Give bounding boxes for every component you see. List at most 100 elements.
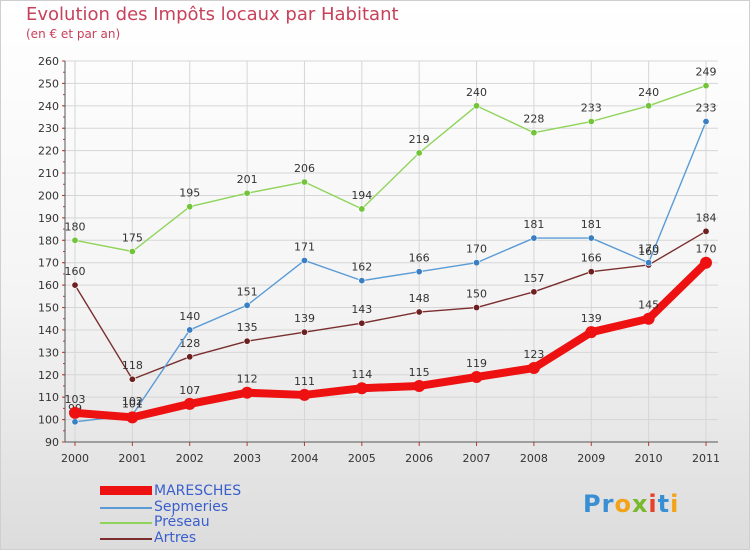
data-label-maresches-2007: 119 xyxy=(466,357,487,370)
data-point-preseau-2008 xyxy=(530,129,538,137)
data-label-preseau-2007: 240 xyxy=(466,86,487,99)
ytick-label-210: 210 xyxy=(38,167,59,180)
xtick-label-2007: 2007 xyxy=(463,452,491,465)
data-point-maresches-2003 xyxy=(241,386,254,399)
data-label-sepmeries-2002: 140 xyxy=(179,310,200,323)
data-point-preseau-2006 xyxy=(415,149,423,157)
legend-swatch-preseau xyxy=(100,522,152,524)
data-label-artres-2009: 166 xyxy=(581,252,602,265)
ytick-label-180: 180 xyxy=(38,234,59,247)
legend-swatch-sepmeries xyxy=(100,506,152,509)
data-point-maresches-2006 xyxy=(413,379,426,392)
data-point-sepmeries-2008 xyxy=(530,234,538,242)
ytick-label-90: 90 xyxy=(45,436,59,449)
data-label-artres-2001: 118 xyxy=(122,359,143,372)
series-line-sepmeries xyxy=(74,120,707,423)
data-label-preseau-2003: 201 xyxy=(237,173,258,186)
data-point-artres-2009 xyxy=(587,268,595,276)
data-point-preseau-2010 xyxy=(645,102,653,110)
ytick-label-230: 230 xyxy=(38,122,59,135)
legend-label-maresches: MARESCHES xyxy=(154,483,242,499)
data-point-artres-2000 xyxy=(71,281,79,289)
data-label-sepmeries-2011: 233 xyxy=(696,102,717,115)
data-label-sepmeries-2006: 166 xyxy=(409,252,430,265)
data-point-sepmeries-2009 xyxy=(587,234,595,242)
ytick-label-100: 100 xyxy=(38,414,59,427)
data-point-artres-2004 xyxy=(300,328,308,336)
data-label-artres-2005: 143 xyxy=(351,303,372,316)
xtick-label-2009: 2009 xyxy=(577,452,605,465)
xtick-label-2003: 2003 xyxy=(233,452,261,465)
data-point-preseau-2005 xyxy=(358,205,366,213)
legend-label-sepmeries: Sepmeries xyxy=(154,498,229,515)
data-label-maresches-2008: 123 xyxy=(523,348,544,361)
xtick-label-2008: 2008 xyxy=(520,452,548,465)
data-point-preseau-2011 xyxy=(702,82,710,90)
data-point-sepmeries-2004 xyxy=(300,256,308,264)
data-point-preseau-2009 xyxy=(587,118,595,126)
data-label-maresches-2004: 111 xyxy=(294,375,315,388)
data-label-sepmeries-2003: 151 xyxy=(237,285,258,298)
data-label-sepmeries-2008: 181 xyxy=(523,218,544,231)
ytick-label-170: 170 xyxy=(38,257,59,270)
xtick-label-2006: 2006 xyxy=(405,452,433,465)
data-point-preseau-2000 xyxy=(71,236,79,244)
data-label-maresches-2010: 145 xyxy=(638,299,659,312)
data-label-sepmeries-2004: 171 xyxy=(294,240,315,253)
chart-subtitle: (en € et par an) xyxy=(26,27,121,41)
data-point-artres-2007 xyxy=(473,304,481,312)
ytick-label-220: 220 xyxy=(38,145,59,158)
ytick-label-150: 150 xyxy=(38,302,59,315)
proxiti-logo: Proxiti xyxy=(583,490,680,518)
data-label-preseau-2011: 249 xyxy=(696,66,717,79)
chart-title: Evolution des Impôts locaux par Habitant xyxy=(26,4,399,25)
data-label-artres-2007: 150 xyxy=(466,288,487,301)
legend-swatch-artres xyxy=(100,537,152,540)
data-point-sepmeries-2007 xyxy=(473,259,481,267)
data-label-artres-2003: 135 xyxy=(237,321,258,334)
data-point-preseau-2002 xyxy=(186,203,194,211)
xtick-label-2002: 2002 xyxy=(176,452,204,465)
data-label-artres-2004: 139 xyxy=(294,312,315,325)
data-label-maresches-2002: 107 xyxy=(179,384,200,397)
data-label-artres-2008: 157 xyxy=(523,272,544,285)
data-point-maresches-2001 xyxy=(126,411,139,424)
data-label-preseau-2009: 233 xyxy=(581,102,602,115)
data-label-sepmeries-2007: 170 xyxy=(466,243,487,256)
data-point-preseau-2004 xyxy=(300,178,308,186)
data-label-maresches-2000: 103 xyxy=(65,393,86,406)
data-label-maresches-2003: 112 xyxy=(237,373,258,386)
data-point-maresches-2004 xyxy=(298,388,311,401)
ytick-label-250: 250 xyxy=(38,77,59,90)
data-label-artres-2011: 184 xyxy=(696,211,717,224)
data-point-maresches-2005 xyxy=(355,382,368,395)
data-label-artres-2006: 148 xyxy=(409,292,430,305)
data-label-sepmeries-2001: 102 xyxy=(122,395,143,408)
data-point-sepmeries-2011 xyxy=(702,118,710,126)
data-label-maresches-2009: 139 xyxy=(581,312,602,325)
xtick-label-2010: 2010 xyxy=(635,452,663,465)
data-point-preseau-2001 xyxy=(128,248,136,256)
data-label-preseau-2001: 175 xyxy=(122,232,143,245)
xtick-label-2011: 2011 xyxy=(692,452,720,465)
data-point-maresches-2010 xyxy=(642,312,655,325)
data-label-preseau-2004: 206 xyxy=(294,162,315,175)
data-label-preseau-2006: 219 xyxy=(409,133,430,146)
data-label-preseau-2002: 195 xyxy=(179,187,200,200)
data-label-sepmeries-2010: 170 xyxy=(638,243,659,256)
data-point-artres-2005 xyxy=(358,319,366,327)
data-point-sepmeries-2003 xyxy=(243,301,251,309)
data-point-maresches-2007 xyxy=(470,371,483,384)
ytick-label-240: 240 xyxy=(38,100,59,113)
ytick-label-110: 110 xyxy=(38,391,59,404)
data-point-artres-2011 xyxy=(702,227,710,235)
data-point-maresches-2011 xyxy=(700,256,712,269)
data-label-maresches-2001: 101 xyxy=(122,397,143,410)
data-label-artres-2002: 128 xyxy=(179,337,200,350)
data-label-preseau-2010: 240 xyxy=(638,86,659,99)
data-label-sepmeries-2009: 181 xyxy=(581,218,602,231)
data-label-preseau-2000: 180 xyxy=(65,220,86,233)
ytick-label-190: 190 xyxy=(38,212,59,225)
